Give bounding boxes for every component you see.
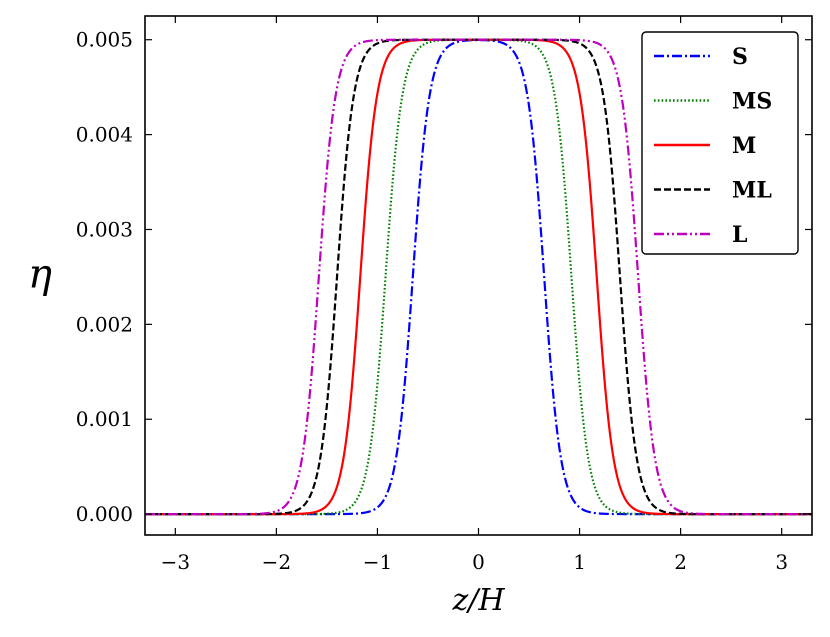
y-axis-label: η [28, 252, 52, 298]
legend-label-s: S [732, 44, 748, 70]
legend: S MS M ML L [641, 31, 799, 255]
series-line-l [145, 38, 812, 516]
x-axis-label: z/H [451, 583, 505, 618]
x-tick-label: −3 [161, 550, 190, 574]
legend-box [641, 31, 799, 255]
y-tick-label: 0.004 [76, 123, 133, 147]
x-tick-label: 0 [472, 550, 485, 574]
legend-label-ms: MS [732, 89, 772, 115]
legend-label-l: L [732, 222, 747, 248]
x-tick-label: 3 [775, 550, 788, 574]
y-tick-label: 0.005 [76, 28, 133, 52]
y-tick-label: 0.000 [76, 502, 133, 526]
x-tick-label: −2 [262, 550, 291, 574]
axis-ticks: −3 −2 −1 0 1 2 3 0.000 0.001 0.002 0.003 0.004 0.005 [76, 16, 812, 574]
legend-label-m: M [732, 133, 756, 159]
x-tick-label: −1 [363, 550, 392, 574]
y-tick-label: 0.003 [76, 217, 133, 241]
y-tick-label: 0.001 [76, 407, 133, 431]
legend-label-ml: ML [732, 178, 772, 204]
x-tick-label: 2 [674, 550, 687, 574]
x-tick-label: 1 [573, 550, 586, 574]
plot-curves [145, 38, 812, 516]
y-tick-label: 0.002 [76, 312, 133, 336]
